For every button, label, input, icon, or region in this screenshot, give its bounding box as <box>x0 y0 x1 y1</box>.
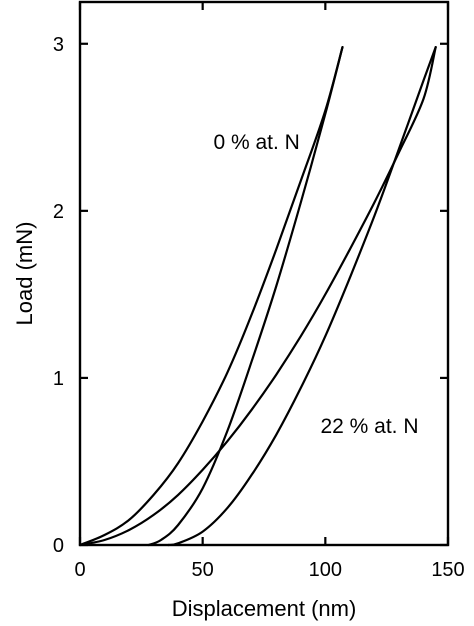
curves-layer <box>78 46 437 547</box>
series-0-loading-curve <box>78 46 344 547</box>
y-tick-label-0: 0 <box>53 535 64 557</box>
series-0-unloading-curve <box>147 46 344 547</box>
y-tick-label-2: 2 <box>53 201 64 223</box>
y-tick-label-1: 1 <box>53 368 64 390</box>
annotations-layer: 0 % at. N 22 % at. N <box>213 131 418 438</box>
x-tick-label-2: 100 <box>309 559 342 581</box>
x-tick-label-1: 50 <box>192 559 214 581</box>
plot-frame <box>78 0 450 547</box>
y-tick-label-3: 3 <box>53 34 64 56</box>
ticks-layer: 0 50 100 150 0 1 2 3 <box>53 2 465 581</box>
series-label-0: 0 % at. N <box>213 131 299 154</box>
x-axis-title: Displacement (nm) <box>172 596 357 621</box>
x-tick-label-3: 150 <box>431 559 464 581</box>
series-1-loading-curve <box>78 46 437 547</box>
y-axis-title: Load (mN) <box>12 222 37 326</box>
series-1-unloading-curve <box>167 46 437 547</box>
x-tick-label-0: 0 <box>74 559 85 581</box>
series-label-1: 22 % at. N <box>320 415 418 438</box>
